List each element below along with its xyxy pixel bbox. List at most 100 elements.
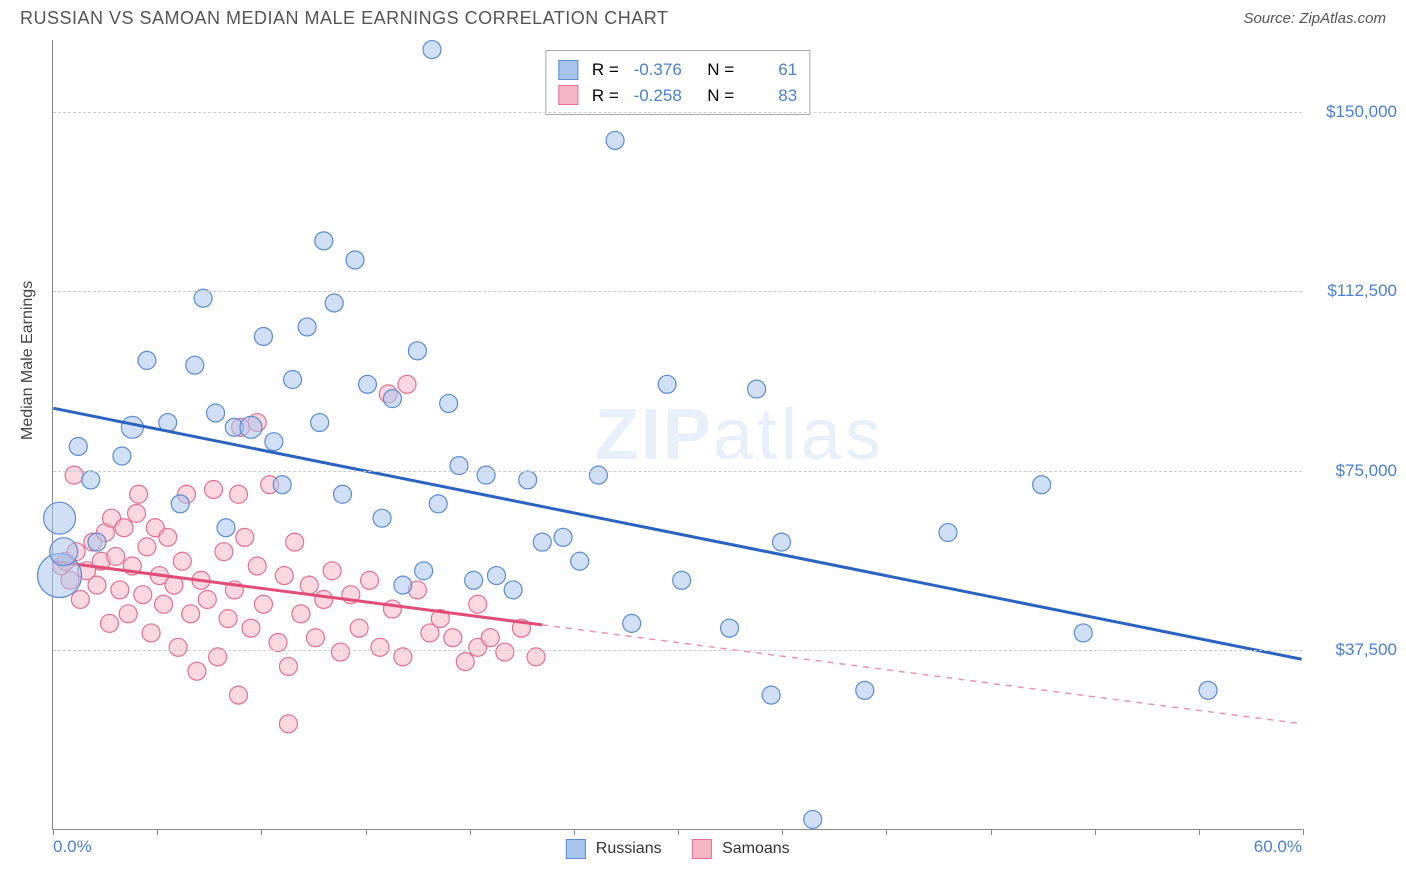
scatter-point-samoans (198, 590, 216, 608)
scatter-point-samoans (306, 629, 324, 647)
scatter-point-samoans (159, 528, 177, 546)
legend-label-russians: Russians (596, 840, 662, 857)
scatter-point-samoans (138, 538, 156, 556)
scatter-point-samoans (248, 557, 266, 575)
stat-n-label: N = (707, 57, 734, 83)
stats-swatch-russians (558, 60, 578, 80)
y-tick-label: $37,500 (1336, 640, 1397, 660)
legend-swatch-samoans (692, 839, 712, 859)
grid-line (53, 112, 1302, 113)
scatter-point-russians (383, 390, 401, 408)
scatter-point-russians (465, 571, 483, 589)
chart-plot-area: ZIPatlas R = -0.376 N = 61 R = -0.258 N … (52, 40, 1302, 830)
scatter-point-russians (207, 404, 225, 422)
scatter-point-samoans (219, 610, 237, 628)
stat-n-russians: 61 (742, 57, 797, 83)
stats-swatch-samoans (558, 85, 578, 105)
scatter-point-russians (429, 495, 447, 513)
scatter-point-russians (82, 471, 100, 489)
stat-n-samoans: 83 (742, 83, 797, 109)
scatter-point-samoans (279, 715, 297, 733)
scatter-point-samoans (331, 643, 349, 661)
legend-item-russians: Russians (565, 839, 661, 859)
scatter-point-russians (325, 294, 343, 312)
x-tick (991, 829, 992, 835)
stat-r-label: R = (592, 57, 619, 83)
scatter-point-russians (50, 538, 78, 566)
scatter-point-russians (311, 414, 329, 432)
scatter-point-russians (519, 471, 537, 489)
x-tick (157, 829, 158, 835)
scatter-point-russians (138, 351, 156, 369)
scatter-point-samoans (173, 552, 191, 570)
scatter-point-russians (88, 533, 106, 551)
stat-n-label-2: N = (707, 83, 734, 109)
scatter-point-samoans (242, 619, 260, 637)
scatter-point-samoans (65, 466, 83, 484)
scatter-point-russians (358, 375, 376, 393)
source-attribution: Source: ZipAtlas.com (1243, 10, 1386, 27)
scatter-point-russians (856, 681, 874, 699)
y-tick-label: $150,000 (1326, 102, 1397, 122)
scatter-point-samoans (444, 629, 462, 647)
scatter-point-samoans (188, 662, 206, 680)
scatter-point-russians (121, 416, 143, 438)
scatter-svg (53, 40, 1302, 829)
scatter-point-samoans (134, 586, 152, 604)
scatter-point-russians (571, 552, 589, 570)
scatter-point-russians (423, 41, 441, 59)
scatter-point-samoans (100, 614, 118, 632)
legend-label-samoans: Samoans (722, 840, 790, 857)
scatter-point-russians (240, 416, 262, 438)
scatter-point-samoans (383, 600, 401, 618)
scatter-point-samoans (88, 576, 106, 594)
scatter-point-samoans (315, 590, 333, 608)
stat-r-samoans: -0.258 (627, 83, 682, 109)
scatter-point-russians (69, 437, 87, 455)
scatter-point-samoans (286, 533, 304, 551)
scatter-point-samoans (361, 571, 379, 589)
y-axis-title: Median Male Earnings (19, 281, 37, 440)
stats-row-russians: R = -0.376 N = 61 (558, 57, 797, 83)
scatter-point-samoans (275, 567, 293, 585)
scatter-point-russians (44, 502, 76, 534)
scatter-point-samoans (292, 605, 310, 623)
grid-line (53, 291, 1302, 292)
scatter-point-samoans (469, 595, 487, 613)
x-tick (470, 829, 471, 835)
scatter-point-samoans (71, 590, 89, 608)
scatter-point-russians (415, 562, 433, 580)
scatter-point-russians (408, 342, 426, 360)
x-tick (366, 829, 367, 835)
scatter-point-samoans (254, 595, 272, 613)
y-tick-label: $75,000 (1336, 461, 1397, 481)
scatter-point-samoans (182, 605, 200, 623)
x-tick (261, 829, 262, 835)
scatter-point-russians (298, 318, 316, 336)
scatter-point-samoans (128, 504, 146, 522)
x-min-label: 0.0% (53, 837, 92, 857)
scatter-point-russians (477, 466, 495, 484)
scatter-point-samoans (229, 686, 247, 704)
x-tick (1199, 829, 1200, 835)
scatter-point-russians (186, 356, 204, 374)
scatter-point-russians (254, 327, 272, 345)
grid-line (53, 650, 1302, 651)
scatter-point-samoans (300, 576, 318, 594)
scatter-point-russians (804, 810, 822, 828)
x-tick (1303, 829, 1304, 835)
scatter-point-russians (113, 447, 131, 465)
scatter-point-russians (533, 533, 551, 551)
scatter-point-samoans (229, 485, 247, 503)
scatter-point-russians (773, 533, 791, 551)
stats-legend: R = -0.376 N = 61 R = -0.258 N = 83 (545, 50, 810, 115)
stat-r-russians: -0.376 (627, 57, 682, 83)
trend-line-dashed-samoans (542, 625, 1301, 724)
scatter-point-russians (1199, 681, 1217, 699)
legend-swatch-russians (565, 839, 585, 859)
x-tick (886, 829, 887, 835)
scatter-point-russians (1074, 624, 1092, 642)
scatter-point-russians (171, 495, 189, 513)
scatter-point-russians (623, 614, 641, 632)
scatter-point-samoans (456, 653, 474, 671)
